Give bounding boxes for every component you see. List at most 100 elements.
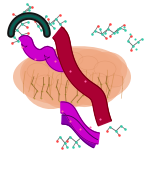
Polygon shape xyxy=(95,111,109,116)
Polygon shape xyxy=(75,125,82,132)
Polygon shape xyxy=(44,52,55,55)
Polygon shape xyxy=(90,88,101,99)
Polygon shape xyxy=(72,122,79,129)
Polygon shape xyxy=(63,115,64,124)
Polygon shape xyxy=(22,43,33,47)
Polygon shape xyxy=(22,40,32,44)
Polygon shape xyxy=(78,79,88,90)
Polygon shape xyxy=(45,53,55,57)
Polygon shape xyxy=(79,79,88,91)
Polygon shape xyxy=(23,43,33,48)
Ellipse shape xyxy=(78,56,98,70)
Polygon shape xyxy=(23,36,28,46)
Polygon shape xyxy=(77,125,86,133)
Polygon shape xyxy=(23,44,33,49)
Polygon shape xyxy=(54,30,66,39)
Polygon shape xyxy=(61,61,63,72)
Polygon shape xyxy=(90,87,99,98)
Polygon shape xyxy=(41,49,47,60)
Polygon shape xyxy=(57,46,71,50)
Polygon shape xyxy=(55,37,69,42)
Polygon shape xyxy=(44,50,55,55)
Polygon shape xyxy=(92,98,106,102)
Ellipse shape xyxy=(22,46,122,92)
Polygon shape xyxy=(81,132,88,139)
Polygon shape xyxy=(55,33,67,40)
Polygon shape xyxy=(56,43,70,46)
Polygon shape xyxy=(96,115,110,120)
Ellipse shape xyxy=(36,75,54,87)
Polygon shape xyxy=(91,91,103,99)
Ellipse shape xyxy=(83,52,127,90)
Polygon shape xyxy=(72,74,83,84)
Polygon shape xyxy=(80,131,87,138)
Polygon shape xyxy=(92,96,105,101)
Polygon shape xyxy=(89,131,94,142)
Polygon shape xyxy=(56,39,69,43)
Ellipse shape xyxy=(13,48,131,106)
Polygon shape xyxy=(47,56,56,62)
Polygon shape xyxy=(63,60,69,71)
Polygon shape xyxy=(58,49,71,53)
Polygon shape xyxy=(19,38,26,47)
Polygon shape xyxy=(96,133,98,144)
Polygon shape xyxy=(86,84,94,96)
Polygon shape xyxy=(68,116,72,125)
Polygon shape xyxy=(65,107,75,114)
Polygon shape xyxy=(64,103,69,113)
Polygon shape xyxy=(75,126,83,133)
Polygon shape xyxy=(63,61,66,71)
Polygon shape xyxy=(40,50,42,61)
Polygon shape xyxy=(63,60,67,71)
Polygon shape xyxy=(85,83,94,95)
Polygon shape xyxy=(86,136,92,144)
Polygon shape xyxy=(75,76,85,87)
Polygon shape xyxy=(60,60,62,72)
Ellipse shape xyxy=(35,49,75,79)
Polygon shape xyxy=(94,132,97,143)
Polygon shape xyxy=(81,81,90,92)
Polygon shape xyxy=(37,50,39,60)
Polygon shape xyxy=(19,38,26,47)
Polygon shape xyxy=(66,108,75,115)
Polygon shape xyxy=(92,94,105,100)
Polygon shape xyxy=(82,82,92,94)
Polygon shape xyxy=(39,50,41,61)
Polygon shape xyxy=(54,28,64,39)
Polygon shape xyxy=(90,138,95,146)
Polygon shape xyxy=(40,50,43,60)
Polygon shape xyxy=(21,36,27,46)
Polygon shape xyxy=(72,120,82,127)
Polygon shape xyxy=(93,132,97,143)
Polygon shape xyxy=(63,102,64,113)
Polygon shape xyxy=(93,102,107,105)
Polygon shape xyxy=(54,60,60,70)
Polygon shape xyxy=(77,128,84,134)
Polygon shape xyxy=(68,117,73,125)
Polygon shape xyxy=(70,72,82,81)
Polygon shape xyxy=(66,115,68,124)
Polygon shape xyxy=(41,49,47,59)
Polygon shape xyxy=(22,42,33,46)
Polygon shape xyxy=(74,122,83,129)
Polygon shape xyxy=(94,106,108,109)
Polygon shape xyxy=(62,61,65,72)
Polygon shape xyxy=(65,105,73,114)
Polygon shape xyxy=(91,90,102,99)
Polygon shape xyxy=(44,46,49,57)
Ellipse shape xyxy=(89,73,107,85)
Polygon shape xyxy=(80,127,88,136)
Polygon shape xyxy=(66,109,76,115)
Polygon shape xyxy=(42,48,50,57)
Polygon shape xyxy=(94,109,108,113)
Polygon shape xyxy=(68,70,80,79)
Polygon shape xyxy=(66,116,69,125)
Polygon shape xyxy=(27,47,35,55)
Polygon shape xyxy=(58,51,72,56)
Polygon shape xyxy=(22,41,33,45)
Polygon shape xyxy=(93,103,107,106)
Polygon shape xyxy=(69,118,74,125)
Polygon shape xyxy=(64,65,77,73)
Polygon shape xyxy=(76,127,83,133)
Polygon shape xyxy=(30,48,37,58)
